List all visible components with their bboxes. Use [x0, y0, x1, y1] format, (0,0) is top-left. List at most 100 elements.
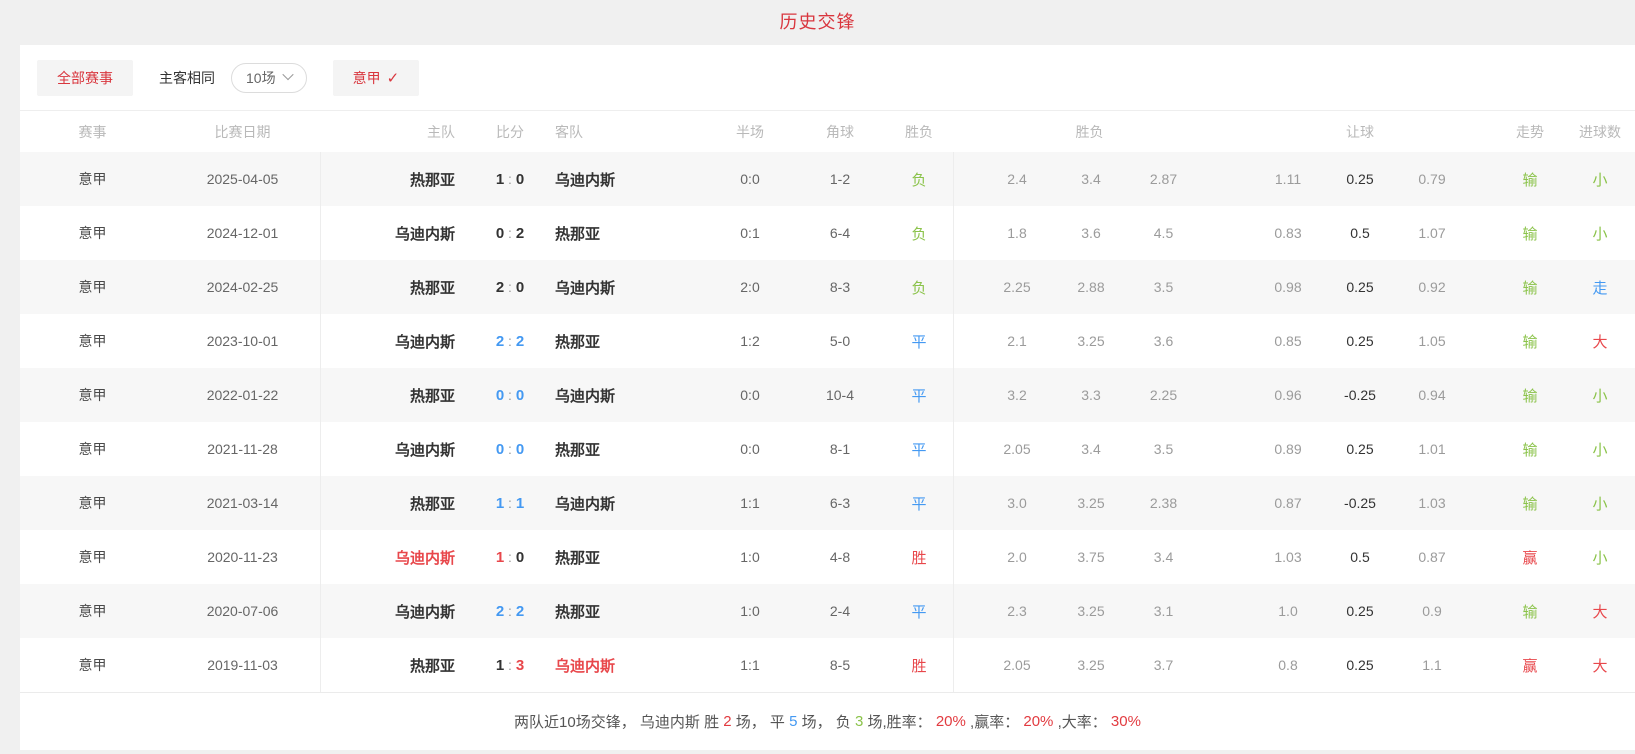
filter-league-button[interactable]: 意甲 ✓ [332, 59, 420, 96]
cell-half-score: 1:2 [740, 333, 760, 349]
column-divider [953, 152, 954, 692]
cell-home-team: 热那亚 [409, 657, 455, 675]
cell-home-team: 热那亚 [409, 495, 455, 513]
cell-handicap-home: 1.0 [1278, 603, 1298, 619]
col-header-handicap: 让球 [1346, 123, 1374, 140]
cell-corners: 8-1 [829, 441, 851, 457]
cell-trend: 输 [1522, 495, 1538, 513]
summary-segment: 3 [854, 713, 864, 730]
table-row: 意甲 2021-03-14 热那亚 1 : 1 乌迪内斯 1:1 6-3 平 3.0 3.25 2.… [20, 476, 1635, 530]
cell-league: 意甲 [78, 549, 107, 565]
cell-score: 1 : 3 [495, 656, 525, 674]
cell-handicap-line: 0.25 [1346, 603, 1374, 619]
cell-odds-draw: 3.25 [1077, 657, 1105, 673]
match-count-select[interactable]: 10场 [231, 62, 307, 93]
table-row: 意甲 2024-02-25 热那亚 2 : 0 乌迪内斯 2:0 8-3 负 2.25 2.88 3… [20, 260, 1635, 314]
cell-date: 2020-07-06 [206, 603, 279, 619]
cell-odds-lose: 3.1 [1153, 603, 1174, 619]
summary-segment: ,赢率： [965, 714, 1024, 731]
col-header-goals: 进球数 [1579, 123, 1621, 140]
table-row: 意甲 2025-04-05 热那亚 1 : 0 乌迪内斯 0:0 1-2 负 2.4 3.4 2.8… [20, 152, 1635, 206]
summary-segment: 20% [1023, 713, 1054, 730]
cell-half-score: 1:1 [740, 495, 760, 511]
cell-score: 0 : 0 [495, 440, 525, 458]
cell-odds-draw: 3.4 [1081, 441, 1101, 457]
cell-league: 意甲 [78, 279, 107, 295]
cell-odds-draw: 3.75 [1077, 549, 1105, 565]
cell-goals: 大 [1592, 333, 1608, 351]
cell-score: 2 : 2 [495, 332, 525, 350]
summary-segment: 场,胜率： [863, 714, 936, 731]
cell-handicap-away: 0.94 [1418, 387, 1446, 403]
cell-half-score: 0:1 [740, 225, 760, 241]
cell-goals: 大 [1592, 603, 1608, 621]
filter-all-matches-button[interactable]: 全部赛事 [37, 59, 133, 96]
filter-same-home-away-button[interactable]: 主客相同 [159, 69, 215, 86]
table-body: 意甲 2025-04-05 热那亚 1 : 0 乌迪内斯 0:0 1-2 负 2.4 3.4 2.8… [20, 152, 1635, 692]
summary-segment: 场， 平 [731, 714, 790, 731]
cell-handicap-home: 0.83 [1274, 225, 1302, 241]
match-count-value: 10场 [246, 69, 276, 86]
table-row: 意甲 2024-12-01 乌迪内斯 0 : 2 热那亚 0:1 6-4 负 1.8 3.6 4.5… [20, 206, 1635, 260]
cell-away-team: 乌迪内斯 [555, 171, 616, 189]
cell-league: 意甲 [78, 495, 107, 511]
cell-home-team: 热那亚 [409, 171, 455, 189]
summary-segment: 5 [789, 713, 798, 730]
cell-home-team: 乌迪内斯 [394, 603, 455, 621]
cell-odds-draw: 3.4 [1081, 171, 1101, 187]
cell-score: 0 : 2 [495, 224, 525, 242]
cell-away-team: 热那亚 [555, 441, 601, 459]
cell-odds-draw: 3.6 [1081, 225, 1101, 241]
cell-date: 2021-11-28 [207, 441, 278, 457]
col-header-score: 比分 [496, 123, 524, 140]
cell-odds-win: 1.8 [1007, 225, 1027, 241]
cell-score: 0 : 0 [495, 386, 525, 404]
cell-odds-draw: 3.25 [1077, 333, 1105, 349]
cell-odds-win: 3.0 [1007, 495, 1027, 511]
cell-league: 意甲 [78, 603, 107, 619]
cell-date: 2019-11-03 [207, 657, 278, 673]
cell-away-team: 热那亚 [555, 549, 601, 567]
cell-corners: 1-2 [829, 171, 851, 187]
cell-result: 平 [911, 333, 927, 351]
cell-trend: 输 [1522, 441, 1538, 459]
cell-away-team: 热那亚 [555, 603, 601, 621]
cell-trend: 输 [1522, 603, 1538, 621]
league-label: 意甲 [352, 69, 381, 86]
cell-date: 2023-10-01 [206, 333, 279, 349]
cell-league: 意甲 [78, 171, 107, 187]
cell-goals: 小 [1592, 441, 1608, 459]
h2h-card: 全部赛事 主客相同 10场 意甲 ✓ 赛事 比赛日期 主队 比分 客队 半场 角球 胜负 胜负让… [20, 45, 1635, 750]
col-header-away: 客队 [555, 123, 583, 140]
cell-handicap-line: -0.25 [1344, 387, 1376, 403]
table-header: 赛事 比赛日期 主队 比分 客队 半场 角球 胜负 胜负 让球 走势 进球数 [20, 110, 1635, 152]
cell-handicap-line: 0.25 [1346, 657, 1374, 673]
cell-odds-win: 2.05 [1003, 657, 1031, 673]
cell-away-team: 热那亚 [555, 333, 601, 351]
table-row: 意甲 2020-07-06 乌迪内斯 2 : 2 热那亚 1:0 2-4 平 2.3 3.25 3.… [20, 584, 1635, 638]
cell-goals: 小 [1592, 387, 1608, 405]
cell-odds-draw: 3.25 [1077, 603, 1105, 619]
cell-score: 2 : 0 [495, 278, 525, 296]
chevron-down-icon [281, 68, 294, 81]
cell-away-team: 乌迪内斯 [555, 657, 616, 675]
cell-handicap-home: 0.87 [1274, 495, 1302, 511]
cell-result: 胜 [911, 657, 927, 675]
summary-segment: ,大率： [1053, 714, 1111, 731]
cell-home-team: 乌迪内斯 [394, 441, 455, 459]
cell-result: 负 [911, 279, 927, 297]
cell-league: 意甲 [78, 441, 107, 457]
cell-handicap-away: 0.79 [1418, 171, 1446, 187]
cell-half-score: 2:0 [740, 279, 760, 295]
cell-goals: 小 [1592, 495, 1608, 513]
summary-segment: 2 [723, 713, 732, 730]
cell-result: 平 [911, 495, 927, 513]
cell-half-score: 1:0 [740, 549, 760, 565]
cell-corners: 2-4 [829, 603, 851, 619]
cell-handicap-line: 0.5 [1350, 225, 1370, 241]
cell-odds-win: 2.05 [1003, 441, 1031, 457]
cell-league: 意甲 [78, 225, 107, 241]
cell-away-team: 乌迪内斯 [555, 279, 616, 297]
cell-odds-win: 2.1 [1007, 333, 1027, 349]
cell-handicap-home: 1.03 [1274, 549, 1302, 565]
